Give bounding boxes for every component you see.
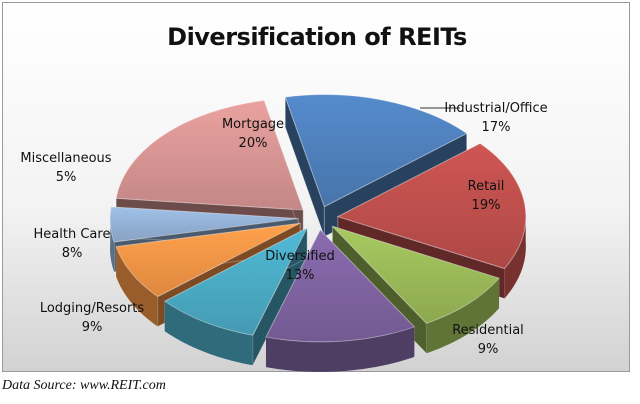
slice-value-mortgage: 20% <box>239 136 268 151</box>
pie-slice-top-health-care <box>115 222 301 298</box>
pie-slice-top-retail <box>336 142 527 270</box>
pie-slice-top-lodging-resorts <box>163 226 309 336</box>
data-source-note: Data Source: www.REIT.com <box>2 378 166 393</box>
chart-title: Diversification of REITs <box>167 23 467 51</box>
slice-label-retail: Retail <box>468 179 505 194</box>
slice-value-industrial-office: 17% <box>482 120 511 135</box>
slice-label-health-care: Health Care <box>34 227 111 242</box>
pie-slice-top-miscellaneous <box>109 206 299 243</box>
slice-value-miscellaneous: 5% <box>56 170 77 185</box>
slice-label-diversified: Diversified <box>265 249 334 264</box>
pie-slice-lodging-resorts <box>163 226 309 366</box>
pie-slice-top-industrial-office <box>284 94 468 208</box>
pie-slice-top-mortgage <box>115 99 304 211</box>
slice-value-retail: 19% <box>472 198 501 213</box>
pie-slice-top-residential <box>332 225 500 324</box>
slice-label-mortgage: Mortgage <box>222 117 284 132</box>
slice-label-lodging-resorts: Lodging/Resorts <box>40 301 145 316</box>
slice-label-miscellaneous: Miscellaneous <box>20 151 111 166</box>
slice-value-diversified: 13% <box>286 268 315 283</box>
slice-label-industrial-office: Industrial/Office <box>444 101 547 116</box>
slice-value-health-care: 8% <box>62 246 83 261</box>
slice-value-lodging-resorts: 9% <box>82 320 103 335</box>
pie-slice-diversified <box>265 228 416 372</box>
pie-slice-top-diversified <box>265 229 416 343</box>
slice-value-residential: 9% <box>478 342 499 357</box>
slice-label-residential: Residential <box>452 323 524 338</box>
